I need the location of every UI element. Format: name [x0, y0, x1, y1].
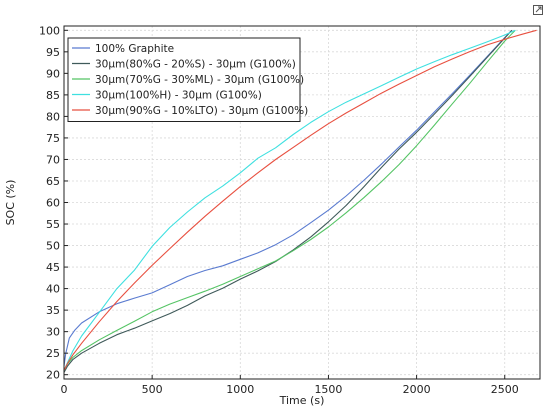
series-line-3	[63, 29, 516, 371]
y-tick-label: 40	[46, 283, 60, 296]
y-tick-label: 85	[46, 89, 60, 102]
y-tick-label: 35	[46, 304, 60, 317]
series-line-5	[63, 29, 537, 371]
legend-entry: 30µm(70%G - 30%ML) - 30µm (G100%)	[95, 74, 304, 86]
series-line-1	[63, 29, 513, 367]
y-tick-label: 55	[46, 218, 60, 231]
y-tick-label: 65	[46, 175, 60, 188]
legend: 100% Graphite 30µm(80%G - 20%S) - 30µm (G…	[67, 37, 308, 122]
y-tick-label: 50	[46, 240, 60, 253]
x-tick-label: 1500	[314, 383, 342, 396]
y-tick-label: 95	[46, 46, 60, 59]
export-icon[interactable]	[532, 4, 544, 16]
legend-entry: 30µm(100%H) - 30µm (G100%)	[95, 90, 262, 102]
y-axis-label: SOC (%)	[4, 180, 17, 226]
y-tick-label: 90	[46, 67, 60, 80]
legend-entry: 30µm(90%G - 10%LTO) - 30µm (G100%)	[95, 105, 308, 117]
series-lines	[63, 29, 537, 373]
y-tick-label: 20	[46, 369, 60, 382]
legend-box	[67, 37, 301, 122]
x-tick-label: 2000	[403, 383, 431, 396]
x-axis-label: Time (s)	[279, 394, 325, 407]
y-tick-label: 25	[46, 347, 60, 360]
y-tick-label: 100	[39, 24, 60, 37]
legend-entry: 30µm(80%G - 20%S) - 30µm (G100%)	[95, 59, 296, 71]
legend-entry: 100% Graphite	[95, 43, 174, 55]
y-tick-label: 60	[46, 197, 60, 210]
y-tick-label: 45	[46, 261, 60, 274]
y-tick-label: 75	[46, 132, 60, 145]
x-tick-label: 2500	[491, 383, 519, 396]
x-tick-label: 1000	[226, 383, 254, 396]
y-tick-label: 80	[46, 110, 60, 123]
series-line-4	[63, 29, 516, 371]
x-tick-label: 0	[61, 383, 68, 396]
y-tick-label: 30	[46, 326, 60, 339]
y-tick-label: 70	[46, 153, 60, 166]
x-tick-label: 500	[142, 383, 163, 396]
